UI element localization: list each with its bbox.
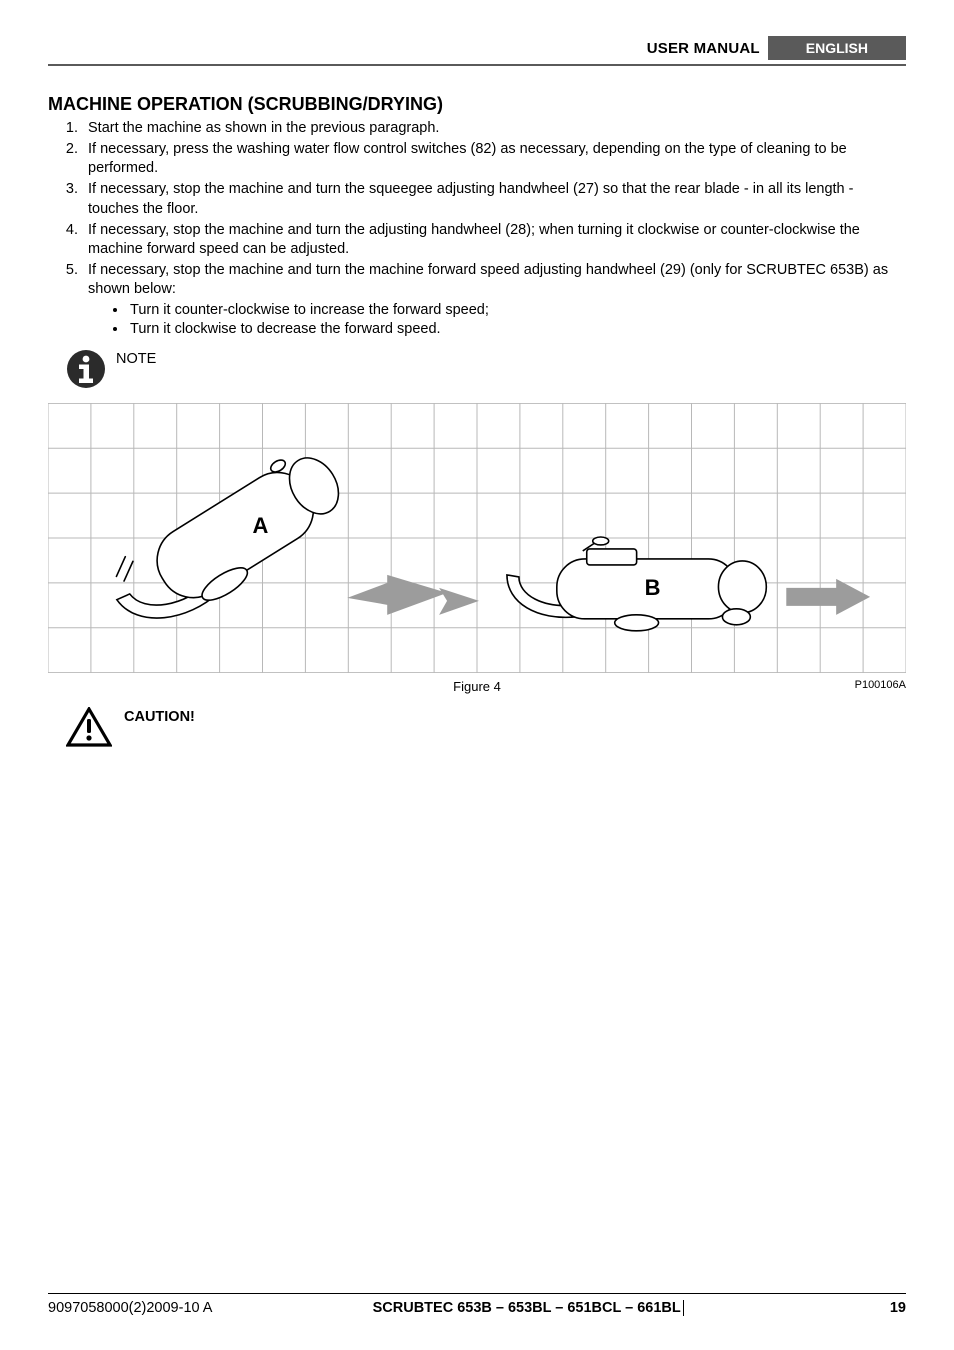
page: USER MANUAL ENGLISH MACHINE OPERATION (S… [0, 0, 954, 1350]
footer-model: SCRUBTEC 653B – 653BL – 651BCL – 661BL [212, 1300, 849, 1316]
footer: 9097058000(2)2009-10 A SCRUBTEC 653B – 6… [48, 1293, 906, 1316]
sub-list-item: Turn it counter-clockwise to increase th… [128, 301, 906, 320]
footer-separator [683, 1300, 684, 1316]
manual-label: USER MANUAL [647, 40, 760, 57]
note-block: NOTE [66, 349, 906, 389]
instruction-list: Start the machine as shown in the previo… [48, 119, 906, 339]
sub-list: Turn it counter-clockwise to increase th… [88, 301, 906, 339]
figure-code: P100106A [855, 679, 906, 691]
note-label: NOTE [116, 351, 156, 367]
caution-label: CAUTION! [124, 709, 195, 725]
figure-caption: Figure 4 [453, 679, 501, 694]
footer-rule [48, 1293, 906, 1294]
header-rule [48, 64, 906, 66]
figure-4: A [48, 403, 906, 697]
list-item: If necessary, stop the machine and turn … [82, 261, 906, 340]
figure-label-b: B [645, 575, 661, 600]
language-badge: ENGLISH [768, 36, 906, 60]
figure-label-a: A [253, 513, 269, 538]
section-title: MACHINE OPERATION (SCRUBBING/DRYING) [48, 94, 906, 115]
list-item-text: If necessary, stop the machine and turn … [88, 262, 888, 297]
info-icon [66, 349, 106, 389]
footer-page-number: 19 [850, 1300, 906, 1316]
footer-docnum: 9097058000(2)2009-10 A [48, 1300, 212, 1316]
caution-block: CAUTION! [66, 707, 906, 747]
figure-caption-row: P100106A Figure 4 [48, 679, 906, 697]
footer-row: 9097058000(2)2009-10 A SCRUBTEC 653B – 6… [48, 1300, 906, 1316]
list-item: If necessary, stop the machine and turn … [82, 221, 906, 259]
sub-list-item: Turn it clockwise to decrease the forwar… [128, 320, 906, 339]
header: USER MANUAL ENGLISH [48, 36, 906, 60]
figure-svg: A [48, 403, 906, 673]
list-item: If necessary, stop the machine and turn … [82, 180, 906, 218]
footer-model-text: SCRUBTEC 653B – 653BL – 651BCL – 661BL [373, 1300, 681, 1316]
warning-icon [66, 707, 112, 747]
list-item: Start the machine as shown in the previo… [82, 119, 906, 138]
list-item: If necessary, press the washing water fl… [82, 140, 906, 178]
